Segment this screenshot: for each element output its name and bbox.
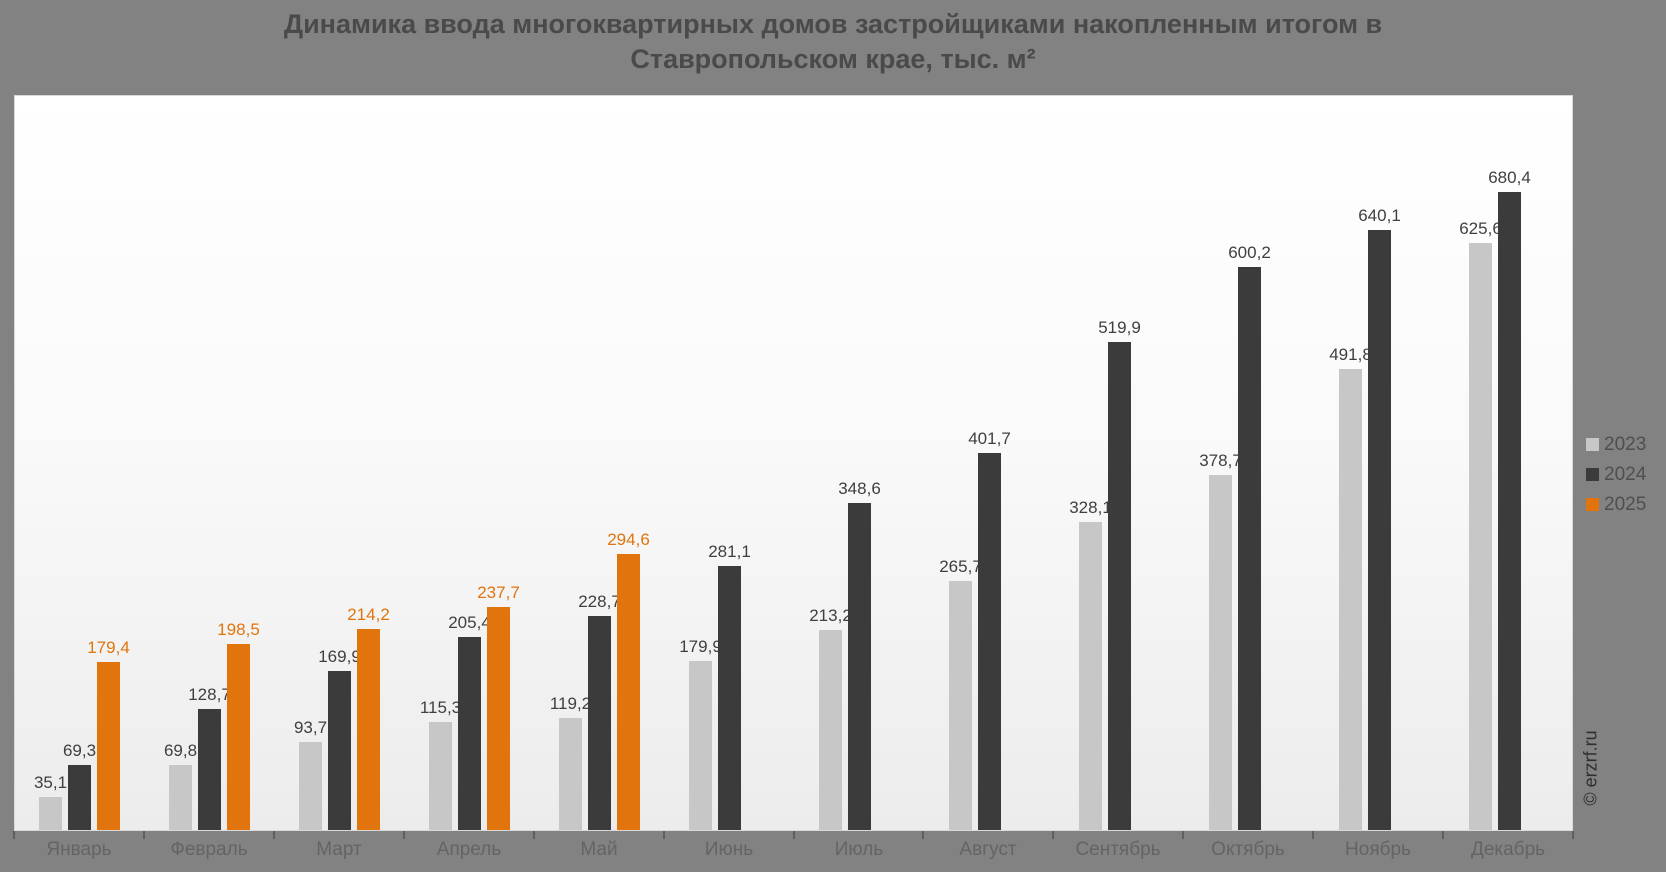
axis-tick <box>533 831 535 839</box>
bar-value-label-2023-Март: 93,7 <box>293 718 328 737</box>
bar-value-label-2024-Июль: 348,6 <box>838 479 881 498</box>
bar-value-label-2023-Август: 265,7 <box>939 557 982 576</box>
legend-swatch-2024 <box>1586 468 1599 481</box>
bar-2025-Февраль <box>227 644 250 830</box>
bar-value-label-2023-Октябрь: 378,7 <box>1199 451 1242 470</box>
axis-tick <box>663 831 665 839</box>
legend-label-2025: 2025 <box>1604 494 1647 515</box>
bar-2023-Февраль <box>169 765 192 830</box>
axis-tick <box>273 831 275 839</box>
bar-2025-Апрель <box>487 607 510 830</box>
bar-2024-Декабрь <box>1498 192 1521 830</box>
bar-value-label-2024-Май: 228,7 <box>578 592 621 611</box>
bar-2024-Октябрь <box>1238 267 1261 830</box>
bar-2024-Ноябрь <box>1368 230 1391 830</box>
bar-2024-Апрель <box>458 637 481 830</box>
bar-value-label-2024-Сентябрь: 519,9 <box>1098 318 1141 337</box>
bar-2024-Сентябрь <box>1108 342 1131 830</box>
bar-value-label-2023-Июль: 213,2 <box>809 606 852 625</box>
bar-value-label-2024-Апрель: 205,4 <box>448 613 491 632</box>
bar-2024-Июнь <box>718 566 741 830</box>
bar-2024-Август <box>978 453 1001 830</box>
bar-value-label-2023-Сентябрь: 328,1 <box>1069 498 1112 517</box>
bar-value-label-2024-Декабрь: 680,4 <box>1488 168 1531 187</box>
legend-item-2025: 2025 <box>1586 494 1646 515</box>
bar-2023-Декабрь <box>1469 243 1492 830</box>
x-axis-label-Декабрь: Декабрь <box>1470 839 1546 860</box>
axis-tick <box>922 831 924 839</box>
legend-item-2023: 2023 <box>1586 434 1646 455</box>
x-axis-label-Февраль: Февраль <box>170 839 248 860</box>
bar-2024-Январь <box>68 765 91 830</box>
bar-value-label-2024-Июнь: 281,1 <box>708 542 751 561</box>
legend-label-2023: 2023 <box>1604 434 1647 455</box>
legend: 2023 2024 2025 <box>1586 434 1646 524</box>
bar-2025-Январь <box>97 662 120 830</box>
bar-2024-Июль <box>848 503 871 830</box>
bar-2024-Март <box>328 671 351 830</box>
bar-2025-Май <box>617 554 640 830</box>
x-axis-label-Сентябрь: Сентябрь <box>1075 839 1161 860</box>
bar-2023-Сентябрь <box>1079 522 1102 830</box>
axis-tick <box>1442 831 1444 839</box>
bar-2023-Октябрь <box>1209 475 1232 830</box>
bar-value-label-2023-Февраль: 69,8 <box>163 741 198 760</box>
axis-tick <box>1572 831 1574 839</box>
legend-swatch-2023 <box>1586 438 1599 451</box>
bar-value-label-2024-Февраль: 128,7 <box>188 685 231 704</box>
bar-2025-Март <box>357 629 380 830</box>
bar-value-label-2023-Июнь: 179,9 <box>679 637 722 656</box>
bar-2023-Январь <box>39 797 62 830</box>
legend-label-2024: 2024 <box>1604 464 1647 485</box>
x-axis-label-Январь: Январь <box>46 839 112 860</box>
plot-area: 35,1 69,3 179,4 69,8 128,7 198,5 93,7 169,9 214,… <box>14 95 1573 831</box>
chart-title-line2: Ставропольском крае, тыс. м² <box>630 44 1036 74</box>
bar-2023-Апрель <box>429 722 452 830</box>
bar-value-label-2023-Январь: 35,1 <box>33 773 68 792</box>
x-axis-label-Май: Май <box>580 839 618 860</box>
x-axis-label-Апрель: Апрель <box>436 839 502 860</box>
bar-2023-Май <box>559 718 582 830</box>
bar-value-label-2023-Апрель: 115,3 <box>419 698 462 717</box>
bar-value-label-2023-Декабрь: 625,6 <box>1459 219 1502 238</box>
bar-value-label-2024-Ноябрь: 640,1 <box>1358 206 1401 225</box>
bar-2023-Ноябрь <box>1339 369 1362 830</box>
chart-title: Динамика ввода многоквартирных домов зас… <box>0 7 1666 77</box>
bar-value-label-2025-Февраль: 198,5 <box>217 620 260 639</box>
bar-value-label-2024-Март: 169,9 <box>318 647 361 666</box>
watermark: © erzrf.ru <box>1580 730 1601 806</box>
bar-2023-Июнь <box>689 661 712 830</box>
axis-tick <box>793 831 795 839</box>
bar-2024-Май <box>588 616 611 830</box>
bar-value-label-2025-Апрель: 237,7 <box>477 583 520 602</box>
bar-value-label-2025-Май: 294,6 <box>607 530 650 549</box>
x-axis-label-Ноябрь: Ноябрь <box>1345 839 1411 860</box>
axis-tick <box>13 831 15 839</box>
bar-value-label-2024-Август: 401,7 <box>968 429 1011 448</box>
bar-value-label-2023-Ноябрь: 491,8 <box>1329 345 1372 364</box>
bar-2024-Февраль <box>198 709 221 830</box>
bar-2023-Март <box>299 742 322 830</box>
x-axis-label-Июль: Июль <box>834 839 884 860</box>
legend-item-2024: 2024 <box>1586 464 1646 485</box>
bar-value-label-2025-Январь: 179,4 <box>87 638 130 657</box>
axis-tick <box>403 831 405 839</box>
chart-title-line1: Динамика ввода многоквартирных домов зас… <box>283 9 1383 39</box>
bar-value-label-2023-Май: 119,2 <box>549 694 592 713</box>
axis-tick <box>1182 831 1184 839</box>
axis-tick <box>1052 831 1054 839</box>
legend-swatch-2025 <box>1586 498 1599 511</box>
x-axis-label-Март: Март <box>316 839 362 860</box>
x-axis-label-Июнь: Июнь <box>704 839 754 860</box>
x-axis-label-Октябрь: Октябрь <box>1211 839 1285 860</box>
axis-tick <box>143 831 145 839</box>
x-axis-label-Август: Август <box>959 839 1017 860</box>
bar-2023-Август <box>949 581 972 830</box>
bar-value-label-2024-Октябрь: 600,2 <box>1228 243 1271 262</box>
bar-2023-Июль <box>819 630 842 830</box>
bar-value-label-2024-Январь: 69,3 <box>62 741 97 760</box>
axis-tick <box>1312 831 1314 839</box>
bar-value-label-2025-Март: 214,2 <box>347 605 390 624</box>
